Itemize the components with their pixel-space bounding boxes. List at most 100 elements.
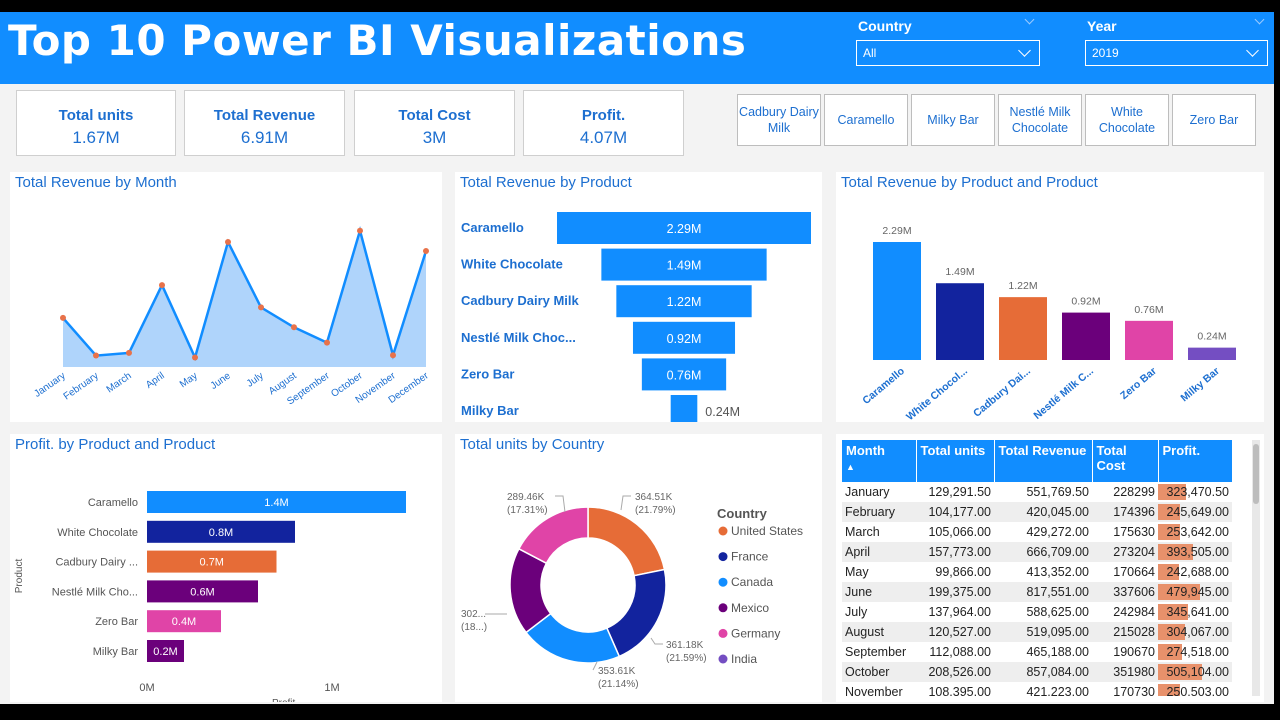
leader-line xyxy=(650,637,663,645)
table-row[interactable]: January 129,291.50 551,769.50 228299 323,470… xyxy=(842,482,1232,502)
profit-bar xyxy=(147,550,277,573)
table-cell: August xyxy=(842,622,916,642)
table-row[interactable]: April 157,773.00 666,709.00 273204 393,505.0… xyxy=(842,542,1232,562)
table-scrollbar[interactable] xyxy=(1252,440,1260,696)
data-point-marker xyxy=(93,352,99,359)
profit-by-product-chart: Caramello 1.4M White Chocolate 0.8M Cadbury … xyxy=(14,491,406,702)
table-row[interactable]: November 108,395.00 421,223.00 170730 250,50… xyxy=(842,682,1232,696)
table-cell: 465,188.00 xyxy=(1026,645,1089,659)
data-label: 2.29M xyxy=(667,222,702,236)
slice-value-label: 361.18K xyxy=(666,640,704,651)
table-row[interactable]: May 99,866.00 413,352.00 170664 242,688.00 xyxy=(842,562,1232,582)
kpi-value: 1.67M xyxy=(72,128,120,147)
table-row[interactable]: June 199,375.00 817,551.00 337606 479,945.00 xyxy=(842,582,1232,602)
table-cell: 199,375.00 xyxy=(916,582,994,602)
revenue-by-month-visual[interactable]: Total Revenue by Month January February Ma… xyxy=(10,172,442,422)
visual-title: Profit. by Product and Product xyxy=(15,436,216,453)
revenue-area xyxy=(63,230,426,367)
data-label: 0.24M xyxy=(1197,331,1226,343)
column-bar xyxy=(873,242,921,360)
table-cell: 413,352.00 xyxy=(1026,565,1089,579)
column-bar xyxy=(1062,312,1110,360)
chevron-down-icon xyxy=(1018,44,1031,57)
legend-marker xyxy=(718,552,728,562)
data-label: 0.76M xyxy=(667,368,702,382)
x-axis-tick-label: March xyxy=(105,370,134,395)
table-cell: 99,866.00 xyxy=(935,565,991,579)
chevron-down-icon[interactable] xyxy=(1254,14,1265,25)
table-cell: 174396 xyxy=(1092,502,1158,522)
table-row[interactable]: February 104,177.00 420,045.00 174396 245,64… xyxy=(842,502,1232,522)
table-cell-text: 345,641.00 xyxy=(1166,605,1229,619)
table-cell: 817,551.00 xyxy=(994,582,1092,602)
column-header-month[interactable]: Month ▲ xyxy=(842,440,917,482)
data-label: 0.4M xyxy=(172,616,196,628)
table-cell: 666,709.00 xyxy=(994,542,1092,562)
table-row[interactable]: March 105,066.00 429,272.00 175630 253,642.0… xyxy=(842,522,1232,542)
product-button-caramello[interactable]: Caramello xyxy=(824,94,908,146)
year-slicer-dropdown[interactable]: 2019 xyxy=(1085,40,1268,66)
country-slicer-dropdown[interactable]: All xyxy=(856,40,1040,66)
data-label: 1.49M xyxy=(945,266,974,278)
legend-item-label: India xyxy=(731,652,757,666)
table-cell: 170730 xyxy=(1113,685,1155,696)
scrollbar-thumb[interactable] xyxy=(1253,444,1259,504)
table-cell-profit: 393,505.00 xyxy=(1158,542,1232,562)
table-row[interactable]: September 112,088.00 465,188.00 190670 274,5… xyxy=(842,642,1232,662)
visual-title: Total Revenue by Month xyxy=(15,174,177,191)
revenue-by-product-column-chart: 2.29M Caramello 1.49M White Chocol... 1.22M C… xyxy=(860,225,1236,422)
units-by-country-visual[interactable]: Total units by Country 364.51K (21.79%) 36… xyxy=(455,434,822,702)
data-point-marker xyxy=(291,324,297,331)
visual-title: Total units by Country xyxy=(460,436,605,453)
profit-by-product-visual[interactable]: Profit. by Product and Product Caramello… xyxy=(10,434,442,702)
data-label: 1.22M xyxy=(1008,280,1037,292)
revenue-by-product-visual[interactable]: Total Revenue by Product Caramello 2.29M W… xyxy=(455,172,822,422)
column-header-total-units[interactable]: Total units xyxy=(916,440,995,482)
column-bar xyxy=(1188,347,1236,360)
kpi-label: Profit. xyxy=(581,107,626,124)
category-label: Zero Bar xyxy=(461,366,514,381)
profit-data-bar xyxy=(1158,664,1203,680)
table-row[interactable]: October 208,526.00 857,084.00 351980 505,104… xyxy=(842,662,1232,682)
report-header: Top 10 Power BI Visualizations Country A… xyxy=(0,12,1274,84)
category-label: Nestlé Milk Choc... xyxy=(461,330,576,345)
table-cell-profit: 242,688.00 xyxy=(1158,562,1232,582)
table-cell-profit: 253,642.00 xyxy=(1158,522,1232,542)
table-cell: April xyxy=(842,542,916,562)
data-label: 1.4M xyxy=(264,497,288,509)
column-header-total-cost[interactable]: Total Cost xyxy=(1092,440,1159,482)
data-label: 0.92M xyxy=(667,332,702,346)
product-button-zero-bar[interactable]: Zero Bar xyxy=(1172,94,1256,146)
product-button-nestle[interactable]: Nestlé Milk Chocolate xyxy=(998,94,1082,146)
table-row[interactable]: July 137,964.00 588,625.00 242984 345,641.00 xyxy=(842,602,1232,622)
table-cell-text: 505,104.00 xyxy=(1166,665,1229,679)
table-scroll-area[interactable]: Month ▲ Total units Total Revenue Total C… xyxy=(842,440,1236,696)
table-row[interactable]: August 120,527.00 519,095.00 215028 304,067.… xyxy=(842,622,1232,642)
table-cell-text: 479,945.00 xyxy=(1166,585,1229,599)
funnel-bar xyxy=(641,358,727,391)
data-label: 0.24M xyxy=(705,405,740,419)
legend-item-label: Germany xyxy=(731,626,780,640)
profit-bar xyxy=(147,640,184,662)
chevron-down-icon[interactable] xyxy=(1024,14,1035,25)
revenue-line xyxy=(62,226,428,362)
monthly-summary-table-visual[interactable]: Month ▲ Total units Total Revenue Total C… xyxy=(836,434,1264,702)
table-cell-profit: 505,104.00 xyxy=(1158,662,1232,682)
column-header-profit[interactable]: Profit. xyxy=(1158,440,1233,482)
table-cell-profit: 323,470.50 xyxy=(1158,482,1232,502)
slice-percent-label: (21.59%) xyxy=(666,653,707,664)
x-axis-tick-label: May xyxy=(178,370,200,390)
column-header-total-revenue[interactable]: Total Revenue xyxy=(994,440,1093,482)
column-bar xyxy=(999,297,1047,360)
table-cell-text: 393,505.00 xyxy=(1166,545,1229,559)
revenue-by-product-column-visual[interactable]: Total Revenue by Product and Product 2.2… xyxy=(836,172,1264,422)
product-button-white-chocolate[interactable]: White Chocolate xyxy=(1085,94,1169,146)
donut-slice xyxy=(587,506,666,577)
product-button-milky-bar[interactable]: Milky Bar xyxy=(911,94,995,146)
table-cell: 242984 xyxy=(1113,605,1155,619)
table-cell: 551,769.50 xyxy=(1026,485,1089,499)
product-button-cadbury[interactable]: Cadbury Dairy Milk xyxy=(737,94,821,146)
category-label: Cadbury Dairy Milk xyxy=(461,293,580,308)
data-label: 2.29M xyxy=(882,225,911,237)
slice-percent-label: (21.79%) xyxy=(635,505,676,516)
